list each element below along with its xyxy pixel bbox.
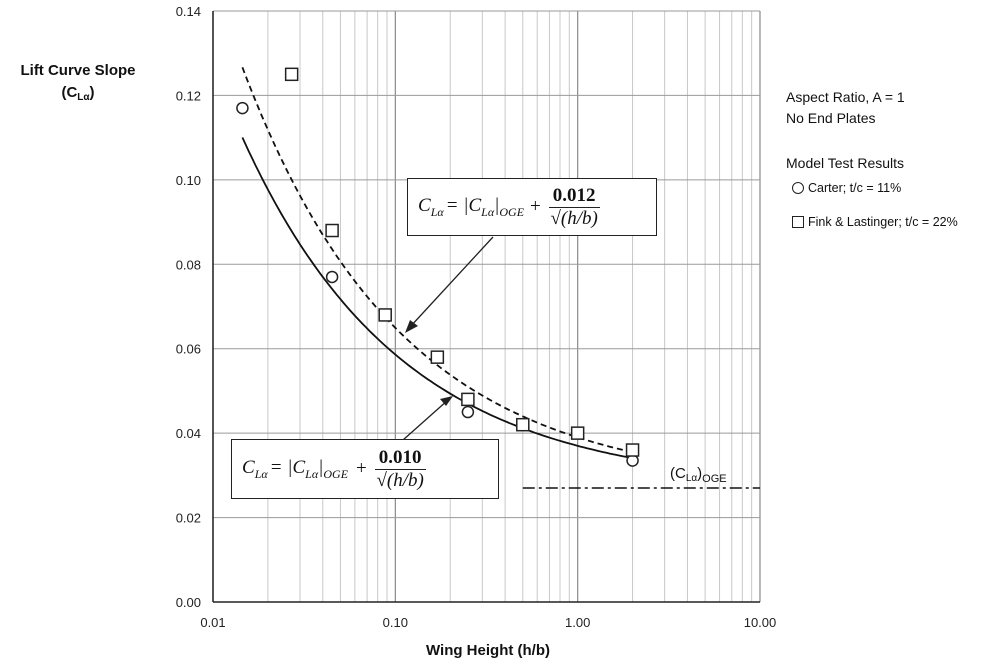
legend-item-carter: Carter; t/c = 11% <box>792 181 958 195</box>
y-axis-title-line1: Lift Curve Slope <box>20 62 135 79</box>
formula-lower: CLα = |CLα|OGE + 0.010 √(h/b) <box>231 439 499 499</box>
formula-lower-oge: = |CLα|OGE <box>269 456 349 481</box>
carter-point <box>236 101 249 115</box>
circle-marker-icon <box>792 182 804 194</box>
axis-ticks: 0.00 0.02 0.04 0.06 0.08 0.10 0.12 0.14 0.01 0.10… <box>176 4 777 630</box>
formula-lower-plus: + <box>356 458 367 479</box>
fink-point <box>625 443 640 457</box>
arrow-lower-line <box>402 399 449 441</box>
end-plates-note: No End Plates <box>786 110 876 126</box>
y-tick-label: 0.00 <box>176 595 201 610</box>
y-tick-label: 0.12 <box>176 88 201 103</box>
y-tick-label: 0.02 <box>176 511 201 526</box>
arrow-lower-head <box>440 396 453 406</box>
x-tick-label: 0.10 <box>383 615 408 630</box>
x-tick-label: 0.01 <box>200 615 225 630</box>
formula-upper: CLα = |CLα|OGE + 0.012 √(h/b) <box>407 178 657 236</box>
legend-label-carter: Carter; t/c = 11% <box>808 181 902 195</box>
legend-title: Model Test Results <box>786 155 905 171</box>
y-tick-label: 0.04 <box>176 426 201 441</box>
data-points <box>236 67 640 467</box>
fink-point <box>378 308 392 322</box>
formula-upper-denominator: √(h/b) <box>550 207 598 229</box>
formula-upper-oge: = |CLα|OGE <box>445 194 525 219</box>
formula-lower-denominator: √(h/b) <box>376 469 424 491</box>
annotation-arrows <box>402 236 494 441</box>
formula-lower-numerator: 0.010 <box>374 447 426 470</box>
fink-point <box>570 426 585 440</box>
grid <box>212 10 761 603</box>
formula-upper-plus: + <box>530 196 541 217</box>
fink-point <box>516 417 530 432</box>
y-tick-label: 0.06 <box>176 342 201 357</box>
fit-curve-solid <box>241 137 633 460</box>
y-tick-label: 0.10 <box>176 173 201 188</box>
legend-label-fink: Fink & Lastinger; t/c = 22% <box>808 215 958 229</box>
formula-lower-fraction: 0.010 √(h/b) <box>374 447 426 492</box>
arrow-upper-line <box>409 236 494 328</box>
formula-upper-numerator: 0.012 <box>548 185 600 208</box>
square-marker-icon <box>792 216 804 228</box>
y-tick-label: 0.08 <box>176 257 201 272</box>
fit-curve-dashed <box>241 66 633 454</box>
fink-point <box>430 350 445 364</box>
legend: Carter; t/c = 11% Fink & Lastinger; t/c … <box>792 181 958 249</box>
x-tick-label: 1.00 <box>565 615 590 630</box>
y-axis-title-line2: (CLα) <box>61 84 94 103</box>
aspect-ratio-note: Aspect Ratio, A = 1 <box>786 89 905 105</box>
oge-label: (CLα)OGE <box>670 465 727 485</box>
y-tick-label: 0.14 <box>176 4 201 19</box>
formula-upper-fraction: 0.012 √(h/b) <box>548 185 600 230</box>
x-tick-label: 10.00 <box>744 615 777 630</box>
carter-point <box>325 270 339 284</box>
arrow-upper-head <box>405 320 418 333</box>
fink-point <box>325 223 339 238</box>
fit-curves <box>241 66 760 489</box>
formula-lower-lhs: CLα <box>242 456 268 481</box>
carter-point <box>461 405 475 419</box>
fink-point <box>284 67 299 82</box>
x-axis-title: Wing Height (h/b) <box>426 642 550 659</box>
formula-upper-lhs: CLα <box>418 194 444 219</box>
fink-point <box>461 392 475 407</box>
legend-item-fink: Fink & Lastinger; t/c = 22% <box>792 215 958 229</box>
